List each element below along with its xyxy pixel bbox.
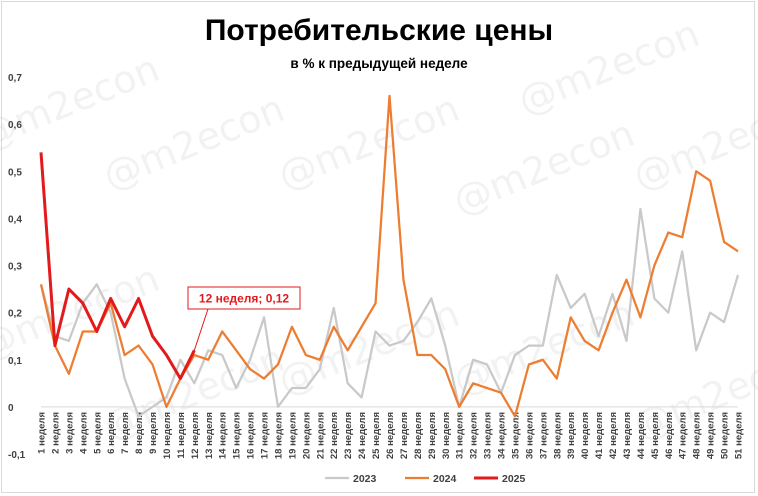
series-layer — [39, 94, 740, 418]
legend: 2023 2024 2025 — [325, 473, 526, 485]
x-tick-label: 25 неделя — [371, 412, 382, 459]
x-tick-label: 43 неделя — [622, 412, 633, 459]
y-tick-label: -0,1 — [8, 450, 26, 461]
x-tick-label: 1 неделя — [37, 412, 48, 454]
x-tick-label: 51 неделя — [734, 412, 745, 459]
x-tick-label: 14 неделя — [218, 412, 229, 459]
x-tick-label: 50 неделя — [720, 412, 731, 459]
x-tick-label: 30 неделя — [441, 412, 452, 459]
x-tick-label: 40 неделя — [580, 412, 591, 459]
y-tick-label: 0,2 — [8, 309, 22, 320]
watermark-text: @m2econ — [0, 256, 165, 368]
series-line-2023 — [39, 207, 740, 418]
x-tick-label: 39 неделя — [566, 412, 577, 459]
x-tick-label: 47 неделя — [678, 412, 689, 459]
x-tick-label: 45 неделя — [650, 412, 661, 459]
x-tick-label: 5 неделя — [92, 412, 103, 454]
y-tick-label: 0,4 — [8, 214, 22, 225]
watermark-text: @m2econ — [447, 291, 640, 403]
axes: -0,1 0 0,1 0,2 0,3 0,4 0,5 0,6 0,7 1 неделя 2 неде… — [8, 73, 745, 461]
legend-label-2025: 2025 — [502, 473, 526, 485]
x-tick-label: 16 неделя — [246, 412, 257, 459]
y-tick-label: 0 — [8, 403, 14, 414]
watermark-text: @m2econ — [97, 86, 290, 198]
legend-label-2024: 2024 — [433, 473, 457, 485]
x-tick-label: 26 неделя — [385, 412, 396, 459]
x-tick-label: 42 неделя — [608, 412, 619, 459]
x-tick-label: 10 неделя — [162, 412, 173, 459]
x-tick-label: 6 неделя — [106, 412, 117, 454]
x-tick-label: 18 неделя — [273, 412, 284, 459]
x-tick-label: 41 неделя — [594, 412, 605, 459]
y-tick-label: 0,6 — [8, 120, 22, 131]
x-tick-label: 36 неделя — [524, 412, 535, 459]
watermark-text: @m2econ — [272, 86, 465, 198]
x-tick-label: 15 неделя — [232, 412, 243, 459]
annotation-label: 12 неделя; 0,12 — [199, 292, 290, 306]
x-tick-label: 27 неделя — [399, 412, 410, 459]
watermark-text: @m2econ — [512, 11, 705, 123]
y-tick-label: 0,7 — [8, 73, 22, 84]
chart-title: Потребительские цены — [204, 14, 554, 47]
x-tick-label: 31 неделя — [455, 412, 466, 459]
x-tick-label: 17 неделя — [260, 412, 271, 459]
x-tick-label: 29 неделя — [427, 412, 438, 459]
x-tick-label: 28 неделя — [413, 412, 424, 459]
x-tick-label: 3 неделя — [64, 412, 75, 454]
x-tick-label: 49 неделя — [706, 412, 717, 459]
watermark-text: @m2econ — [627, 86, 758, 198]
x-tick-label: 11 неделя — [176, 412, 187, 459]
watermark-text: @m2econ — [447, 111, 640, 223]
x-tick-label: 35 неделя — [510, 412, 521, 459]
x-tick-label: 9 неделя — [148, 412, 159, 454]
x-tick-label: 7 неделя — [120, 412, 131, 454]
annotation-leader-line — [193, 308, 209, 351]
legend-label-2023: 2023 — [353, 473, 377, 485]
x-tick-label: 37 неделя — [538, 412, 549, 459]
x-tick-label: 33 неделя — [483, 412, 494, 459]
y-tick-label: 0,3 — [8, 262, 22, 273]
x-tick-label: 21 неделя — [315, 412, 326, 459]
x-tick-label: 2 неделя — [50, 412, 61, 454]
x-tick-label: 44 неделя — [636, 412, 647, 459]
chart-subtitle: в % к предыдущей неделе — [290, 56, 468, 71]
x-tick-label: 12 неделя — [190, 412, 201, 459]
x-tick-label: 4 неделя — [78, 412, 89, 454]
x-tick-label: 32 неделя — [469, 412, 480, 459]
x-tick-label: 48 неделя — [692, 412, 703, 459]
series-line-2024 — [39, 94, 739, 418]
y-tick-label: 0,1 — [8, 356, 22, 367]
x-tick-label: 13 неделя — [204, 412, 215, 459]
annotation-box — [187, 286, 301, 310]
x-tick-label: 20 неделя — [301, 412, 312, 459]
series-line-2025 — [39, 152, 196, 381]
x-tick-label: 38 неделя — [552, 412, 563, 459]
y-tick-label: 0,5 — [8, 167, 22, 178]
x-tick-label: 34 неделя — [497, 412, 508, 459]
x-tick-label: 24 неделя — [357, 412, 368, 459]
annotation-layer: 12 неделя; 0,12 — [187, 286, 301, 351]
x-tick-label: 23 неделя — [343, 412, 354, 459]
x-tick-label: 22 неделя — [329, 412, 340, 459]
x-tick-label: 46 неделя — [664, 412, 675, 459]
x-tick-label: 19 неделя — [287, 412, 298, 459]
x-tick-label: 8 неделя — [134, 412, 145, 454]
